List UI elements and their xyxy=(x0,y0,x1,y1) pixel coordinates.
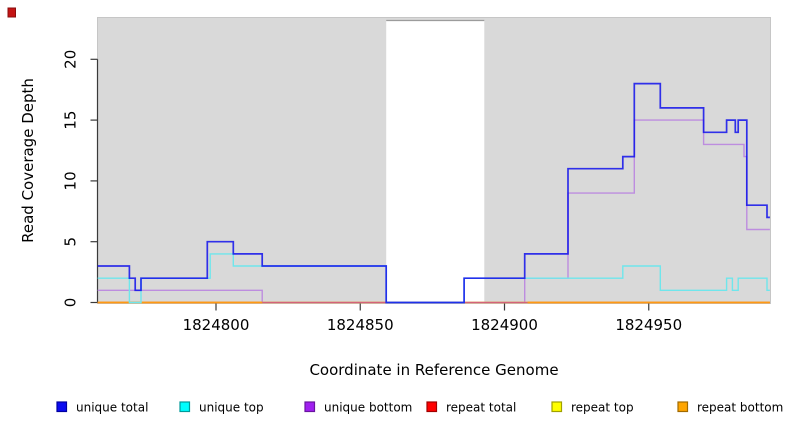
y-axis-title: Read Coverage Depth xyxy=(19,78,37,243)
legend-label-unique-total: unique total xyxy=(76,401,148,415)
x-axis-title: Coordinate in Reference Genome xyxy=(309,361,558,379)
legend-swatch-repeat-bottom xyxy=(677,401,689,413)
legend-swatch-unique-top xyxy=(179,401,191,413)
legend-label-repeat-bottom: repeat bottom xyxy=(697,401,783,415)
legend-label-unique-bottom: unique bottom xyxy=(324,401,412,415)
legend-swatch-repeat-total xyxy=(426,401,438,413)
legend-swatch-repeat-top xyxy=(551,401,563,413)
y-tick-label: 15 xyxy=(62,111,80,130)
y-tick-label: 10 xyxy=(62,171,80,190)
series-line-unique-total xyxy=(97,82,770,304)
y-tick-label: 5 xyxy=(62,237,80,247)
x-tick-label: 1824800 xyxy=(183,316,250,334)
y-tick-label: 0 xyxy=(62,298,80,308)
legend-swatch-unique-total xyxy=(56,401,68,413)
legend-label-unique-top: unique top xyxy=(199,401,264,415)
legend-swatch-unique-bottom xyxy=(304,401,316,413)
y-tick-label: 20 xyxy=(62,50,80,69)
x-tick-label: 1824950 xyxy=(615,316,682,334)
legend-label-repeat-top: repeat top xyxy=(571,401,634,415)
legend-label-repeat-total: repeat total xyxy=(446,401,516,415)
corner-marker xyxy=(7,7,16,18)
gap-band xyxy=(386,20,485,304)
x-tick-label: 1824900 xyxy=(471,316,538,334)
x-tick-label: 1824850 xyxy=(327,316,394,334)
